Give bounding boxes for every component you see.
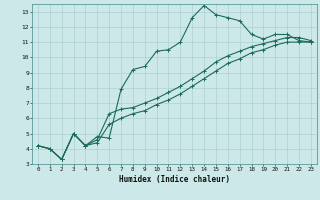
X-axis label: Humidex (Indice chaleur): Humidex (Indice chaleur) xyxy=(119,175,230,184)
